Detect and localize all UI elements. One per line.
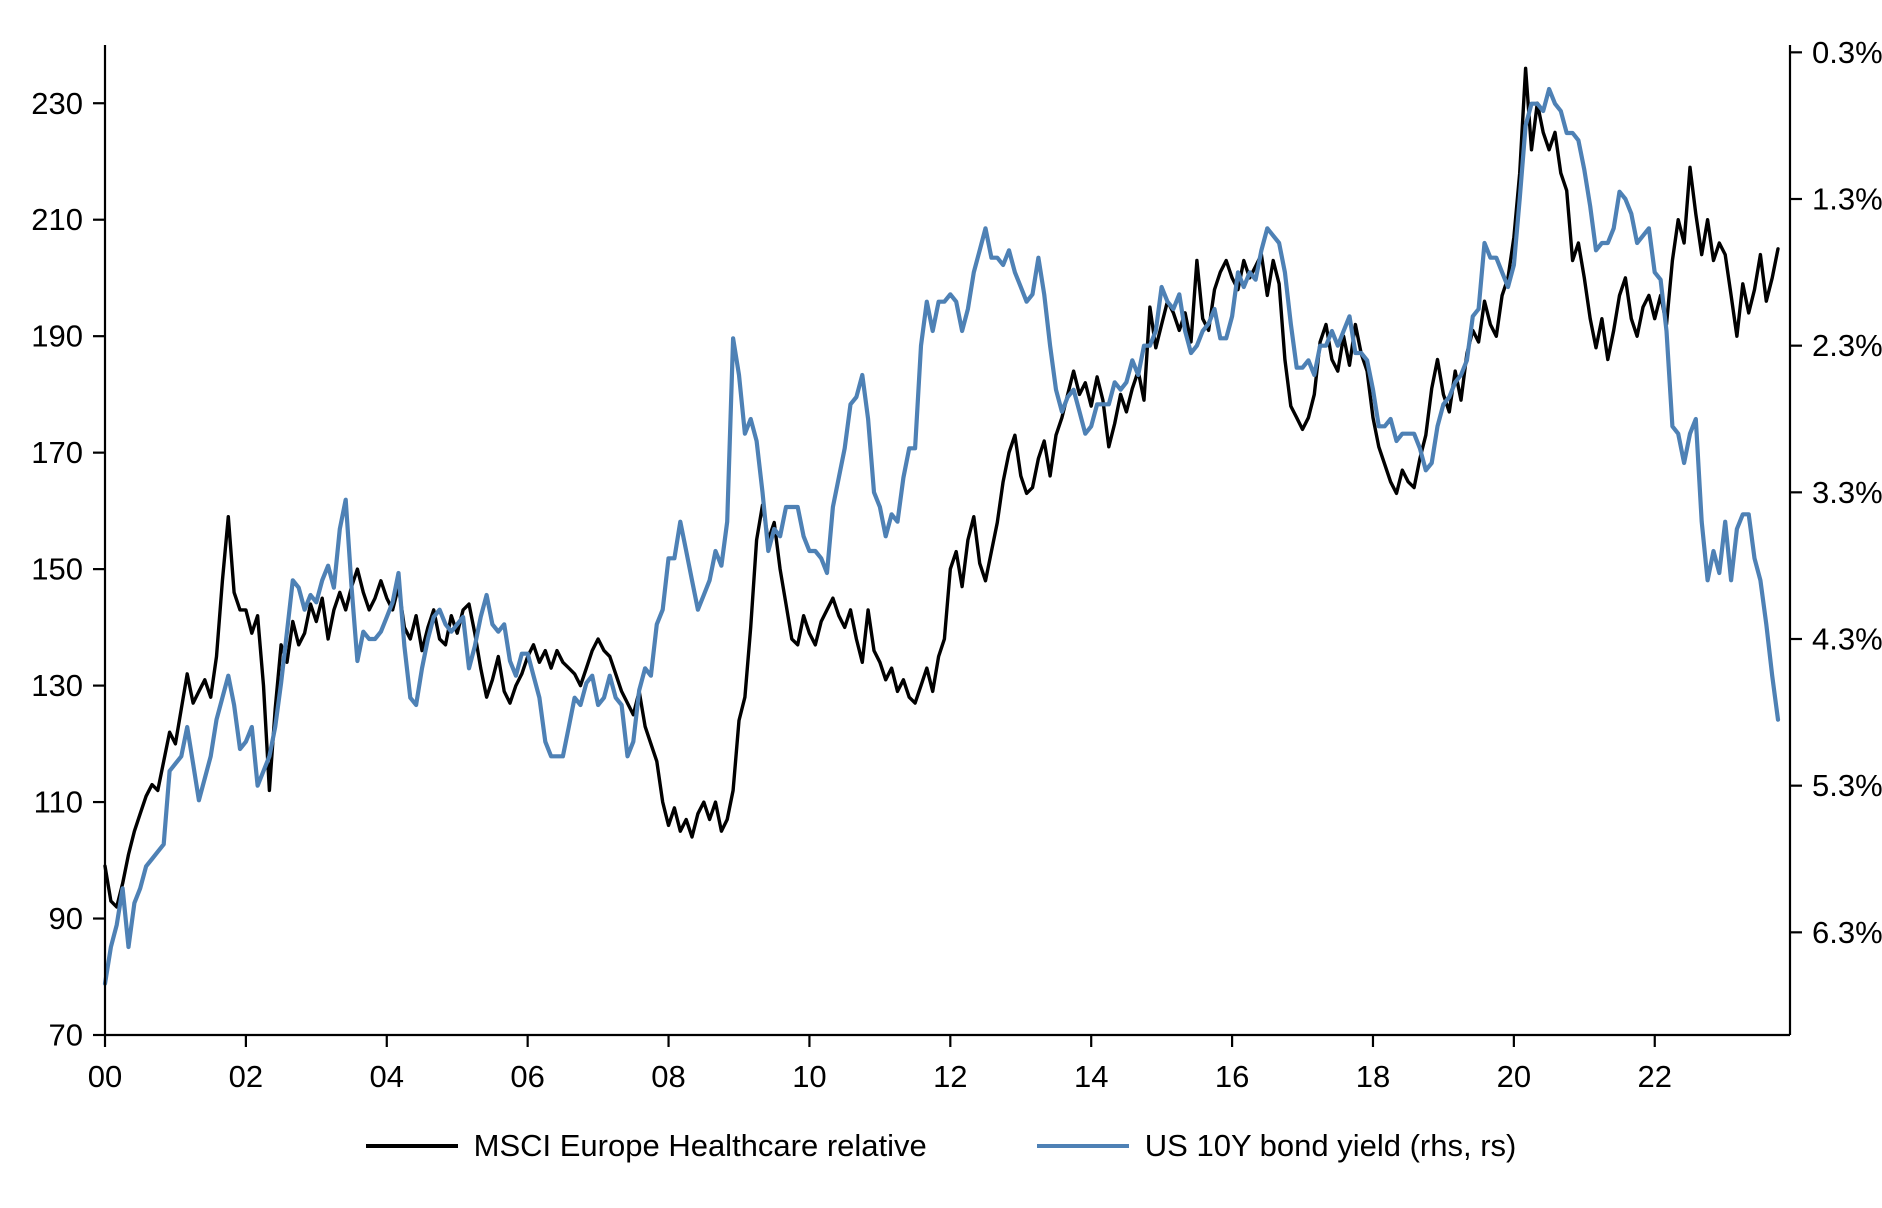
right-tick-label: 4.3% [1812, 622, 1882, 657]
left-tick-label: 70 [49, 1018, 83, 1053]
chart-legend: MSCI Europe Healthcare relative US 10Y b… [0, 1128, 1882, 1164]
left-tick-label: 150 [31, 552, 83, 587]
x-tick-label: 00 [88, 1059, 122, 1094]
legend-line-sample-blue [1036, 1144, 1129, 1148]
x-tick-label: 14 [1074, 1059, 1108, 1094]
x-tick-label: 12 [933, 1059, 967, 1094]
right-tick-label: 1.3% [1812, 182, 1882, 217]
x-tick-label: 16 [1215, 1059, 1249, 1094]
right-tick-label: 5.3% [1812, 768, 1882, 803]
x-tick-label: 10 [792, 1059, 826, 1094]
right-tick-label: 0.3% [1812, 35, 1882, 70]
x-tick-label: 22 [1638, 1059, 1672, 1094]
x-tick-label: 20 [1497, 1059, 1531, 1094]
x-tick-label: 08 [651, 1059, 685, 1094]
x-tick-label: 04 [370, 1059, 404, 1094]
legend-item-msci-europe-healthcare: MSCI Europe Healthcare relative [365, 1128, 927, 1164]
right-tick-label: 6.3% [1812, 915, 1882, 950]
left-tick-label: 110 [34, 785, 83, 820]
series-line-0 [103, 66, 1780, 909]
right-tick-label: 2.3% [1812, 328, 1882, 363]
left-tick-label: 210 [31, 202, 83, 237]
x-tick-label: 06 [510, 1059, 544, 1094]
x-tick-label: 18 [1356, 1059, 1390, 1094]
legend-item-us-10y-bond-yield: US 10Y bond yield (rhs, rs) [1036, 1128, 1517, 1164]
legend-label-msci-europe-healthcare: MSCI Europe Healthcare relative [473, 1128, 927, 1163]
legend-line-sample-black [365, 1144, 458, 1148]
legend-label-us-10y-bond-yield: US 10Y bond yield (rhs, rs) [1144, 1128, 1517, 1163]
left-tick-label: 130 [31, 668, 83, 703]
left-tick-label: 190 [31, 319, 83, 354]
left-tick-label: 90 [49, 901, 83, 936]
x-tick-label: 02 [229, 1059, 263, 1094]
left-tick-label: 170 [31, 435, 83, 470]
left-tick-label: 230 [31, 86, 83, 121]
right-tick-label: 3.3% [1812, 475, 1882, 510]
chart-canvas: 70 90 110 130 150 170 190 210 230 0.3% 1.3% 2.3% 3.3… [31, 35, 1882, 1094]
series-line-1 [102, 86, 1781, 986]
